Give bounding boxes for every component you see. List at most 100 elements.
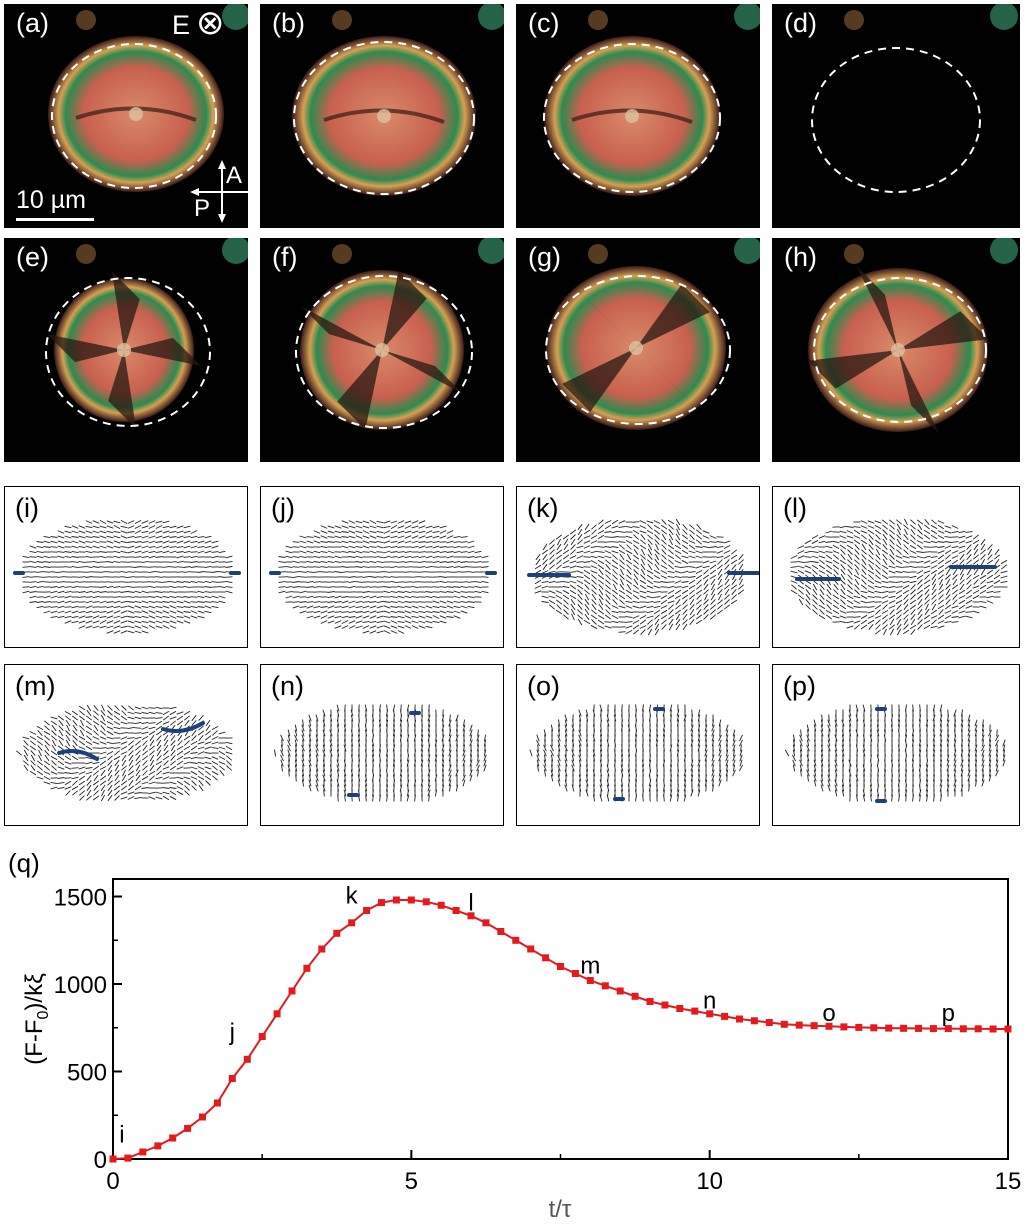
simulation-m: (m) xyxy=(4,664,248,826)
field-label: E xyxy=(172,10,191,40)
x-tick-label: 15 xyxy=(995,1168,1022,1195)
data-point xyxy=(169,1134,177,1142)
y-tick-label: 1000 xyxy=(54,972,107,999)
data-point xyxy=(691,1007,699,1015)
y-label-main: (F-F xyxy=(21,1020,48,1065)
point-annotation: k xyxy=(346,883,359,910)
data-point xyxy=(497,928,505,935)
director-field xyxy=(274,704,487,802)
micrograph-e: (e) xyxy=(4,238,248,462)
data-point xyxy=(422,898,430,906)
data-point xyxy=(676,1005,684,1012)
data-point xyxy=(273,1010,281,1018)
data-point xyxy=(870,1024,878,1032)
neighbor-droplet xyxy=(478,4,504,30)
droplet-core xyxy=(629,341,643,355)
x-axis-label: t/τ xyxy=(549,1196,572,1223)
neighbor-droplet xyxy=(588,10,608,30)
data-point xyxy=(795,1021,803,1029)
data-point xyxy=(557,963,564,970)
panel-label: (e) xyxy=(16,242,49,272)
neighbor-droplet xyxy=(588,244,608,264)
extinction-brush xyxy=(562,348,636,412)
neighbor-droplet xyxy=(844,244,864,264)
point-annotation: i xyxy=(119,1121,124,1148)
droplet-outline xyxy=(811,47,981,193)
data-point xyxy=(228,1075,236,1082)
droplet-core xyxy=(129,107,143,121)
data-point xyxy=(407,896,415,904)
micrograph-a: (a) E ⊗ 10 µm A P xyxy=(4,4,248,228)
neighbor-droplet xyxy=(990,238,1018,264)
extinction-brush xyxy=(898,350,940,434)
panel-label: (p) xyxy=(783,671,816,701)
extinction-brush xyxy=(111,271,140,350)
droplet-outline xyxy=(51,43,217,189)
field-into-page-icon: ⊗ xyxy=(196,4,225,42)
polarizer-label: P xyxy=(194,195,211,222)
micrograph-b: (b) xyxy=(260,4,504,228)
simulation-k: (k) xyxy=(516,486,760,648)
droplet-outline xyxy=(295,275,473,429)
panel-label: (i) xyxy=(15,493,39,523)
director-field xyxy=(22,520,233,634)
droplet-outline xyxy=(293,41,475,195)
panel-label: (c) xyxy=(528,8,560,38)
data-point xyxy=(288,987,296,995)
director-field xyxy=(784,704,1006,802)
data-point xyxy=(646,998,654,1005)
neighbor-droplet xyxy=(844,10,864,30)
data-point xyxy=(840,1023,848,1031)
data-point xyxy=(318,945,326,953)
panel-label: (g) xyxy=(528,242,561,272)
droplet-outline xyxy=(545,275,731,425)
data-point xyxy=(661,1001,669,1009)
neighbor-droplet xyxy=(76,10,96,30)
data-point xyxy=(825,1022,833,1030)
micrograph-g: (g) xyxy=(516,238,760,462)
panel-label: (h) xyxy=(784,242,817,272)
point-annotation: p xyxy=(942,1000,955,1027)
data-point xyxy=(527,945,535,953)
series-free-energy xyxy=(109,896,1012,1163)
data-point xyxy=(1004,1025,1012,1033)
data-point xyxy=(721,1012,729,1020)
data-point xyxy=(586,977,594,984)
data-point xyxy=(303,964,311,972)
data-point xyxy=(542,954,550,962)
data-point xyxy=(348,919,356,927)
data-point xyxy=(363,907,371,914)
data-point xyxy=(780,1020,788,1028)
data-point xyxy=(929,1025,937,1033)
x-tick-label: 10 xyxy=(696,1168,723,1195)
analyzer-label: A xyxy=(226,162,243,189)
simulation-j: (j) xyxy=(260,486,504,648)
data-point xyxy=(258,1033,266,1040)
plot-frame xyxy=(112,878,1009,1160)
defect-line xyxy=(161,721,205,733)
data-point xyxy=(124,1154,132,1162)
data-point xyxy=(139,1148,147,1156)
extinction-brush xyxy=(124,337,201,366)
point-annotation: j xyxy=(229,1019,235,1046)
simulation-l: (l) xyxy=(772,486,1020,648)
polarizer-analyzer-arrows-icon xyxy=(190,160,248,223)
defect-line xyxy=(57,749,99,761)
panel-label: (b) xyxy=(272,8,305,38)
data-point xyxy=(974,1025,982,1033)
extinction-brush xyxy=(337,350,382,430)
data-point xyxy=(855,1023,863,1031)
neighbor-droplet xyxy=(76,244,96,264)
extinction-brush xyxy=(382,270,427,350)
data-point xyxy=(378,899,385,907)
data-point xyxy=(631,992,639,1000)
droplet-core xyxy=(377,109,391,123)
data-point xyxy=(154,1142,162,1150)
extinction-brush xyxy=(898,311,989,350)
y-axis-label: (F-F0)/kξ xyxy=(21,973,52,1065)
data-point xyxy=(944,1025,952,1033)
data-point xyxy=(989,1025,997,1033)
scale-bar-label: 10 µm xyxy=(16,186,86,214)
neighbor-droplet xyxy=(734,238,760,264)
point-annotation: m xyxy=(580,953,600,980)
